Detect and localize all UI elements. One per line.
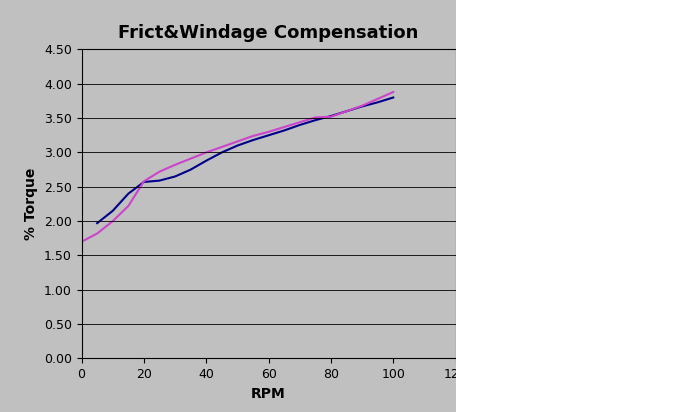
Speed Reg O/P % of Motor
Torque Rating [124,191,133,196]
Calc F&W % of Motor Torque
Rating [186,156,194,161]
Speed Reg O/P % of Motor
Torque Rating [296,122,304,127]
Calc F&W % of Motor Torque
Rating [124,204,133,208]
Calc F&W % of Motor Torque
Rating [78,239,86,244]
Title: Frict&Windage Compensation: Frict&Windage Compensation [118,24,419,42]
Calc F&W % of Motor Torque
Rating [93,231,101,236]
Calc F&W % of Motor Torque
Rating [171,162,180,167]
Speed Reg O/P % of Motor
Torque Rating [171,174,180,179]
Speed Reg O/P % of Motor
Torque Rating [156,178,164,183]
Speed Reg O/P % of Motor
Torque Rating [327,114,335,119]
Line: Speed Reg O/P % of Motor
Torque Rating: Speed Reg O/P % of Motor Torque Rating [97,98,393,223]
Speed Reg O/P % of Motor
Torque Rating [233,143,241,148]
Speed Reg O/P % of Motor
Torque Rating [373,100,381,105]
Calc F&W % of Motor Torque
Rating [358,103,366,108]
Calc F&W % of Motor Torque
Rating [218,145,226,150]
Speed Reg O/P % of Motor
Torque Rating [311,118,320,123]
X-axis label: RPM: RPM [251,387,286,401]
Calc F&W % of Motor Torque
Rating [296,120,304,125]
Calc F&W % of Motor Torque
Rating [249,133,257,138]
Speed Reg O/P % of Motor
Torque Rating [186,167,194,172]
Speed Reg O/P % of Motor
Torque Rating [265,133,273,138]
Y-axis label: % Torque: % Torque [24,168,38,240]
Speed Reg O/P % of Motor
Torque Rating [389,95,397,100]
Speed Reg O/P % of Motor
Torque Rating [218,150,226,155]
Speed Reg O/P % of Motor
Torque Rating [280,128,288,133]
Speed Reg O/P % of Motor
Torque Rating [343,109,351,114]
Calc F&W % of Motor Torque
Rating [373,96,381,101]
Speed Reg O/P % of Motor
Torque Rating [109,208,117,213]
Calc F&W % of Motor Torque
Rating [140,179,148,184]
Calc F&W % of Motor Torque
Rating [343,109,351,114]
Speed Reg O/P % of Motor
Torque Rating [202,158,210,163]
Speed Reg O/P % of Motor
Torque Rating [93,221,101,226]
Calc F&W % of Motor Torque
Rating [389,89,397,94]
Calc F&W % of Motor Torque
Rating [280,124,288,129]
Calc F&W % of Motor Torque
Rating [202,150,210,155]
Speed Reg O/P % of Motor
Torque Rating [358,104,366,109]
Calc F&W % of Motor Torque
Rating [233,139,241,144]
Line: Calc F&W % of Motor Torque
Rating: Calc F&W % of Motor Torque Rating [82,92,393,242]
Legend: Speed Reg O/P % of Motor
Torque Rating, Calc F&W % of Motor Torque
Rating: Speed Reg O/P % of Motor Torque Rating, … [477,71,680,155]
Speed Reg O/P % of Motor
Torque Rating [140,180,148,185]
Calc F&W % of Motor Torque
Rating [327,114,335,119]
Speed Reg O/P % of Motor
Torque Rating [249,138,257,143]
Calc F&W % of Motor Torque
Rating [265,129,273,134]
Calc F&W % of Motor Torque
Rating [311,115,320,120]
Calc F&W % of Motor Torque
Rating [156,169,164,174]
Calc F&W % of Motor Torque
Rating [109,219,117,224]
